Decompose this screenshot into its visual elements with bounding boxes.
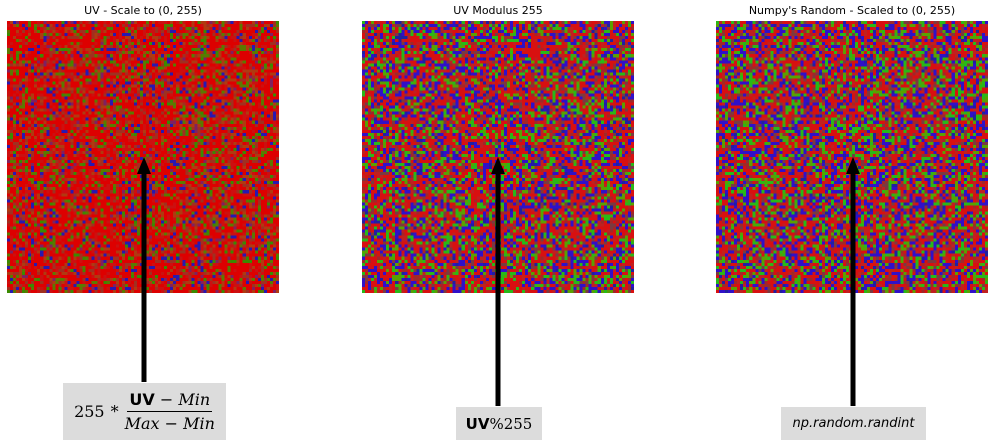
mod-expression: UV%255 <box>466 415 533 433</box>
formula-label-uv-modulus: UV%255 <box>456 407 542 440</box>
arrow-numpy-random <box>846 157 860 406</box>
formula-label-numpy-random: np.random.randint <box>781 407 926 440</box>
panel-title-uv-modulus: UV Modulus 255 <box>453 4 543 17</box>
mod-uv: UV <box>465 414 490 433</box>
mod-rest: %255 <box>489 414 533 433</box>
panel-title-numpy-random: Numpy's Random - Scaled to (0, 255) <box>748 4 956 17</box>
formula-numerator: UV − Min <box>127 390 213 412</box>
formula-coefficient: 255 <box>74 402 105 421</box>
formula-fraction: UV − Min Max − Min <box>125 390 215 433</box>
formula-multiply: * <box>110 402 119 421</box>
panel-title-uv-scale: UV - Scale to (0, 255) <box>84 4 202 17</box>
numpy-randint-text: np.random.randint <box>792 416 915 431</box>
formula-denominator: Max − Min <box>124 414 215 433</box>
formula-minus-min: − Min <box>154 390 211 409</box>
arrow-uv-scale <box>137 157 151 382</box>
arrow-uv-modulus <box>491 157 505 406</box>
formula-uv: UV <box>129 390 155 409</box>
formula-label-uv-scale: 255 * UV − Min Max − Min <box>63 383 226 440</box>
